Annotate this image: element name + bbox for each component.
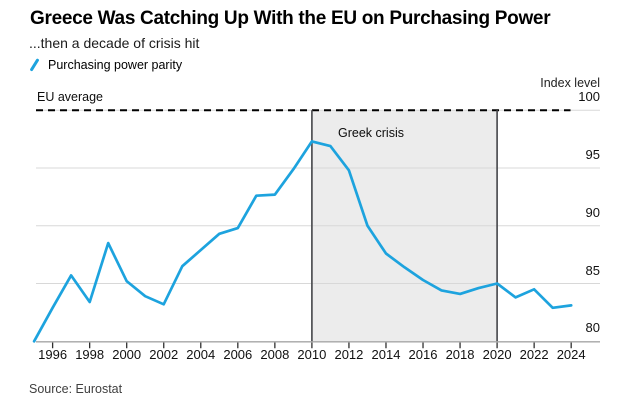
x-tick-label: 2002 [149, 347, 179, 362]
x-tick-label: 2012 [334, 347, 364, 362]
y-tick-label: 80 [585, 320, 600, 336]
x-tick-label: 2006 [223, 347, 253, 362]
data-line-purchasing-power-parity [32, 140, 573, 343]
y-axis-title: Index level [540, 76, 600, 90]
chart-title: Greece Was Catching Up With the EU on Pu… [30, 8, 551, 29]
x-tick-label: 2004 [186, 347, 216, 362]
x-tick-label: 2016 [408, 347, 438, 362]
x-tick-label: 2022 [519, 347, 549, 362]
x-tick-label: 2008 [260, 347, 290, 362]
x-tick-label: 2018 [445, 347, 475, 362]
source-note: Source: Eurostat [29, 382, 123, 396]
x-tick-label: 1996 [38, 347, 68, 362]
x-tick-label: 2020 [482, 347, 512, 362]
y-tick-label: 100 [578, 89, 600, 105]
y-tick-label: 85 [585, 262, 600, 278]
chart-subtitle: ...then a decade of crisis hit [29, 35, 200, 51]
x-tick-label: 2000 [112, 347, 142, 362]
x-tick-label: 2024 [556, 347, 586, 362]
y-tick-label: 90 [585, 204, 600, 220]
shaded-region-label: Greek crisis [338, 126, 404, 140]
reference-line-label: EU average [37, 90, 104, 104]
x-tick-label: 1998 [75, 347, 105, 362]
x-tick-label: 2014 [371, 347, 401, 362]
y-tick-label: 95 [585, 147, 600, 162]
legend-label: Purchasing power parity [48, 58, 183, 72]
x-tick-label: 2010 [297, 347, 327, 362]
